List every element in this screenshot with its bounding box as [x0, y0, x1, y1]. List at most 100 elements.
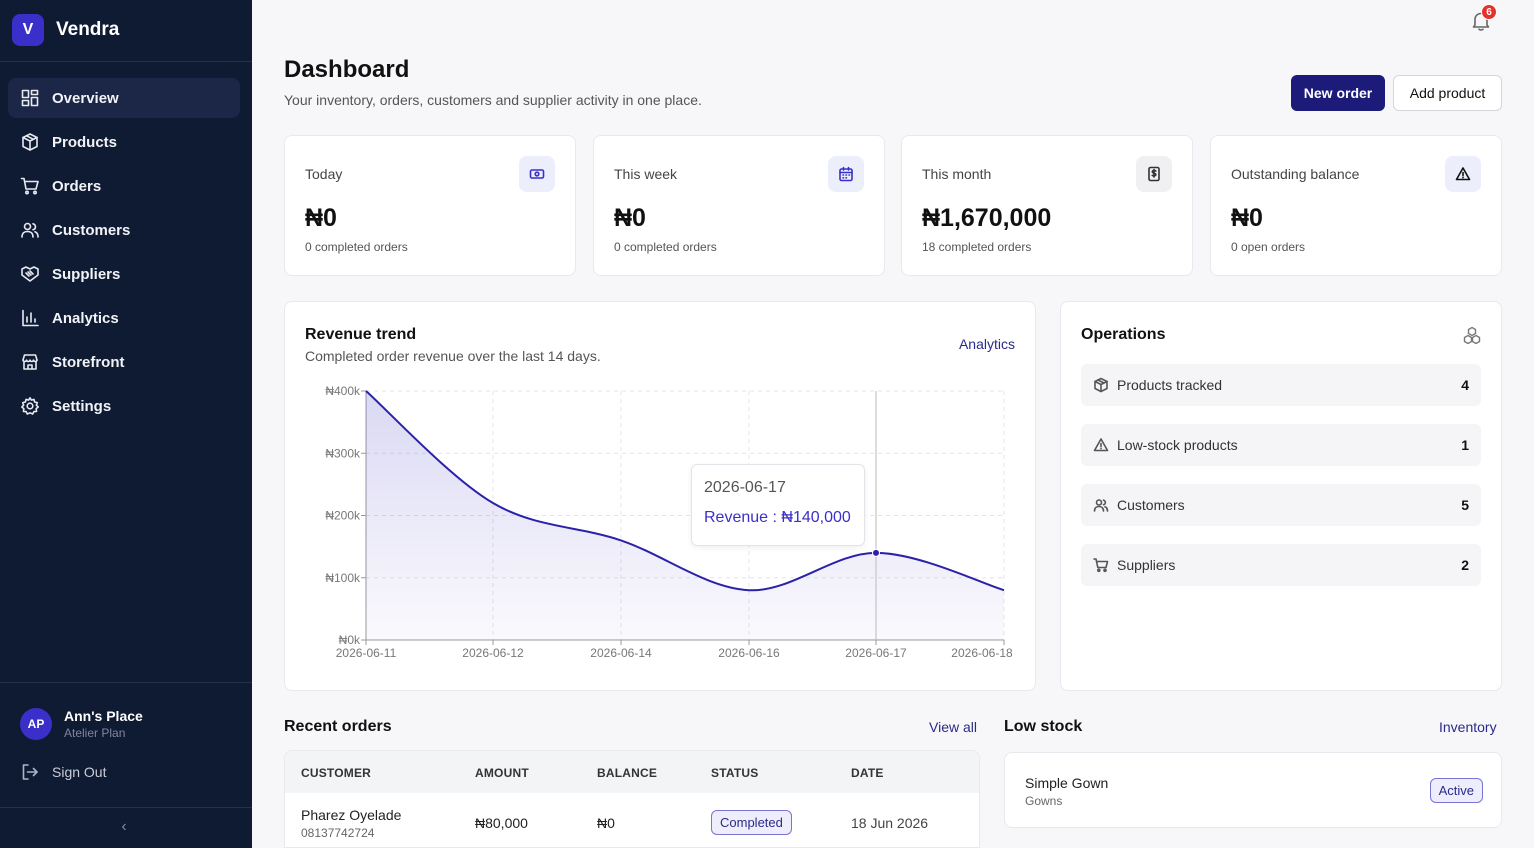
status-badge: Active: [1429, 778, 1483, 803]
stat-sub: 0 completed orders: [614, 240, 717, 254]
x-tick-label: 2026-06-12: [462, 646, 524, 660]
user-name: Ann's Place: [64, 708, 143, 724]
ops-row-products-tracked[interactable]: Products tracked 4: [1081, 364, 1481, 406]
sidebar-item-label: Storefront: [52, 353, 125, 371]
y-tick-label: ₦300k: [325, 446, 361, 460]
sidebar-item-label: Overview: [52, 89, 119, 107]
store-icon: [22, 354, 38, 370]
y-tick-label: ₦400k: [325, 384, 361, 398]
user-profile[interactable]: AP Ann's Place Atelier Plan: [20, 708, 143, 740]
x-tick-label: 2026-06-16: [718, 646, 780, 660]
notifications-button[interactable]: 6: [1470, 4, 1497, 32]
series-area: [366, 391, 1004, 640]
sidebar: V Vendra Overview Products Orders Custom…: [0, 0, 252, 848]
brand-name: Vendra: [56, 19, 120, 40]
stat-label: Outstanding balance: [1231, 166, 1360, 182]
sidebar-item-label: Settings: [52, 397, 112, 415]
receipt-icon: [1136, 156, 1172, 192]
handshake-icon: [21, 266, 39, 282]
series-line: [365, 390, 1005, 592]
brand[interactable]: V Vendra: [12, 14, 119, 46]
stat-card-this-month: This month ₦1,670,000 18 completed order…: [901, 135, 1193, 276]
sign-out-button[interactable]: Sign Out: [20, 762, 106, 782]
product-name: Simple Gown: [1025, 775, 1109, 791]
column-header: STATUS: [711, 766, 759, 780]
sidebar-item-settings[interactable]: Settings: [8, 386, 240, 426]
sidebar-item-suppliers[interactable]: Suppliers: [8, 254, 240, 294]
revenue-subtitle: Completed order revenue over the last 14…: [305, 348, 601, 364]
collapse-sidebar-button[interactable]: ‹: [121, 818, 127, 835]
sign-out-label: Sign Out: [52, 764, 107, 780]
sidebar-divider: [0, 682, 252, 683]
sidebar-item-overview[interactable]: Overview: [8, 78, 240, 118]
y-tick-label: ₦200k: [325, 509, 361, 523]
calendar-icon: [828, 156, 864, 192]
recent-orders-title: Recent orders: [284, 718, 392, 735]
user-plan: Atelier Plan: [64, 726, 126, 740]
sidebar-nav: Overview Products Orders Customers Suppl…: [8, 78, 240, 430]
notification-count-badge: 6: [1481, 4, 1497, 20]
stat-sub: 0 completed orders: [305, 240, 408, 254]
sidebar-item-storefront[interactable]: Storefront: [8, 342, 240, 382]
box-icon: [22, 133, 38, 151]
stat-card-today: Today ₦0 0 completed orders: [284, 135, 576, 276]
chart-tooltip: 2026-06-17 Revenue : ₦140,000: [691, 464, 865, 546]
operations-card: Operations Products tracked 4 Low-stock …: [1060, 301, 1502, 691]
gear-icon: [21, 397, 39, 415]
customer-name: Pharez Oyelade: [301, 807, 402, 823]
ops-row-suppliers[interactable]: Suppliers 2: [1081, 544, 1481, 586]
x-tick-label: 2026-06-11: [336, 646, 397, 660]
stat-card-outstanding-balance: Outstanding balance ₦0 0 open orders: [1210, 135, 1502, 276]
users-icon: [1093, 499, 1109, 512]
revenue-chart[interactable]: ₦0k ₦100k ₦200k ₦300k ₦400k 2026-06-11 2026-06…: [305, 382, 1025, 672]
log-out-icon: [22, 764, 38, 780]
brand-logo: V: [12, 14, 44, 46]
order-amount: ₦80,000: [475, 815, 528, 831]
ops-row-low-stock[interactable]: Low-stock products 1: [1081, 424, 1481, 466]
highlight-point: [872, 548, 880, 557]
operations-title: Operations: [1081, 326, 1166, 343]
analytics-link[interactable]: Analytics: [958, 336, 1015, 352]
users-icon: [21, 222, 39, 238]
x-tick-label: 2026-06-17: [845, 646, 907, 660]
column-header: CUSTOMER: [301, 766, 372, 780]
stat-card-this-week: This week ₦0 0 completed orders: [593, 135, 885, 276]
new-order-button[interactable]: New order: [1291, 75, 1385, 111]
revenue-trend-card: Revenue trend Completed order revenue ov…: [284, 301, 1036, 691]
customer-phone: 08137742724: [301, 826, 375, 840]
sidebar-item-products[interactable]: Products: [8, 122, 240, 162]
sidebar-item-label: Orders: [52, 177, 102, 195]
sidebar-item-label: Customers: [52, 221, 131, 239]
add-product-button[interactable]: Add product: [1393, 75, 1502, 111]
sidebar-item-label: Analytics: [52, 309, 119, 327]
ops-count: 4: [1461, 377, 1469, 393]
stat-label: This month: [922, 166, 992, 182]
stat-sub: 18 completed orders: [922, 240, 1032, 254]
alert-triangle-icon: [1445, 156, 1481, 192]
ops-row-customers[interactable]: Customers 5: [1081, 484, 1481, 526]
ops-label: Customers: [1117, 497, 1185, 513]
stat-value: ₦0: [614, 204, 646, 232]
order-balance: ₦0: [597, 815, 615, 831]
sidebar-divider: [0, 61, 252, 62]
alert-triangle-icon: [1093, 438, 1109, 452]
sidebar-item-customers[interactable]: Customers: [8, 210, 240, 250]
inventory-link[interactable]: Inventory: [1439, 719, 1497, 735]
ops-label: Low-stock products: [1117, 437, 1238, 453]
sidebar-item-orders[interactable]: Orders: [8, 166, 240, 206]
status-badge: Completed: [711, 810, 792, 835]
ops-count: 1: [1461, 437, 1469, 453]
grid-icon: [21, 89, 39, 107]
view-all-link[interactable]: View all: [929, 719, 977, 735]
low-stock-title: Low stock: [1004, 718, 1083, 735]
column-header: BALANCE: [597, 766, 658, 780]
sidebar-item-analytics[interactable]: Analytics: [8, 298, 240, 338]
x-tick-label: 2026-06-18: [951, 646, 1013, 660]
revenue-title: Revenue trend: [305, 326, 417, 343]
page-subtitle: Your inventory, orders, customers and su…: [284, 92, 702, 108]
cart-icon: [20, 177, 39, 195]
order-date: 18 Jun 2026: [851, 815, 929, 831]
stat-label: Today: [305, 166, 343, 182]
ops-count: 5: [1461, 497, 1469, 513]
low-stock-item[interactable]: Simple Gown Gowns Active: [1004, 752, 1502, 828]
